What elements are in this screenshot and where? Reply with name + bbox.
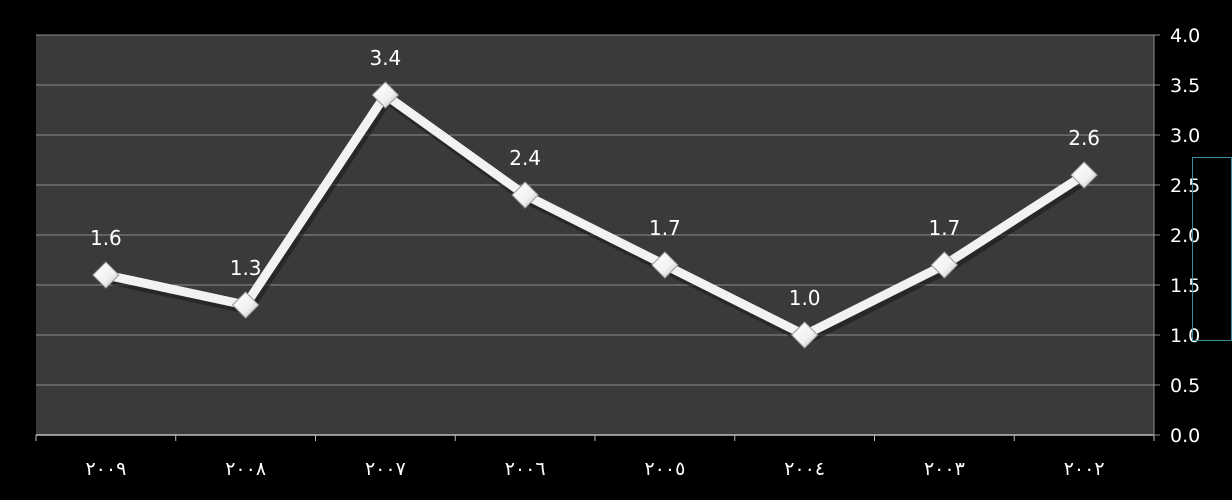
data-label: 1.7 [649, 216, 681, 240]
data-label: 3.4 [369, 46, 401, 70]
y-tick-label: 3.0 [1170, 125, 1200, 147]
side-box [1192, 157, 1232, 341]
x-tick-label: ٢٠٠٨ [225, 458, 266, 480]
x-tick-label: ٢٠٠٧ [365, 458, 406, 480]
x-tick-label: ٢٠٠٥ [644, 458, 685, 480]
data-point-marker [371, 81, 400, 109]
data-point-marker [511, 181, 539, 209]
y-tick-label: 3.5 [1170, 75, 1200, 97]
y-tick-label: 4.0 [1170, 25, 1200, 47]
data-point-marker [92, 261, 120, 289]
data-label: 1.0 [789, 286, 821, 310]
data-point-marker [651, 251, 679, 279]
data-point-marker [231, 291, 260, 319]
data-label: 1.7 [928, 216, 960, 240]
data-label-group: 1.6 1.3 3.4 2.4 1.7 1.0 1.7 2.6 [90, 46, 1100, 310]
x-tick-label: ٢٠٠٩ [85, 458, 126, 480]
data-label: 2.4 [509, 146, 541, 170]
data-point-marker [1070, 161, 1098, 189]
x-tick-label: ٢٠٠٤ [784, 458, 825, 480]
x-axis: ٢٠٠٩ ٢٠٠٨ ٢٠٠٧ ٢٠٠٦ ٢٠٠٥ ٢٠٠٤ ٢٠٠٣ ٢٠٠٢ [35, 434, 1155, 480]
x-tick-label: ٢٠٠٢ [1064, 458, 1105, 480]
marker-group [92, 81, 1098, 349]
series-line [101, 90, 1089, 340]
y-tick-label: 0.5 [1170, 375, 1200, 397]
data-label: 1.3 [230, 256, 262, 280]
data-point-marker [930, 251, 959, 279]
data-label: 1.6 [90, 226, 122, 250]
y-tick-label: 0.0 [1170, 425, 1200, 447]
data-label: 2.6 [1068, 126, 1100, 150]
x-tick-label: ٢٠٠٦ [505, 458, 546, 480]
series-line-group [101, 90, 1093, 344]
x-tick-label: ٢٠٠٣ [924, 458, 965, 480]
data-point-marker [790, 321, 819, 349]
